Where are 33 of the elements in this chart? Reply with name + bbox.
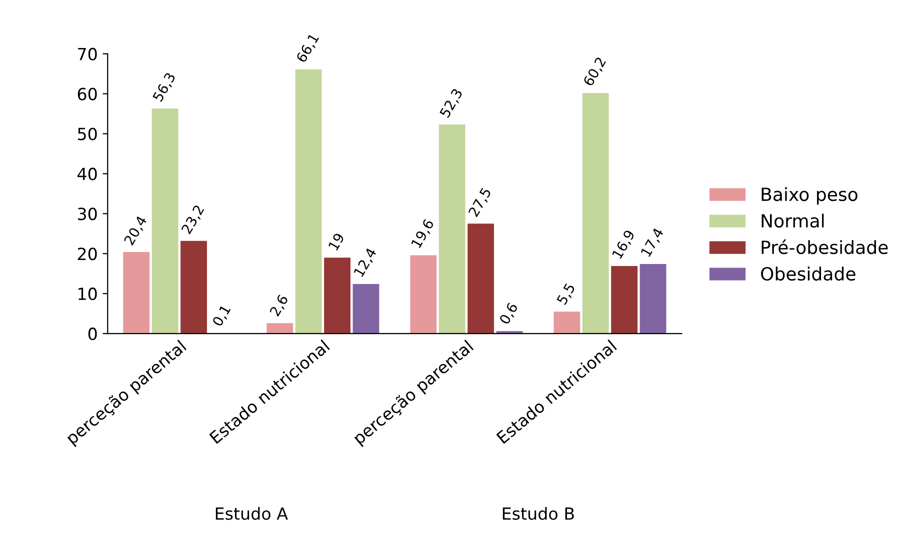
y-tick-label: 50 xyxy=(78,128,97,140)
bar xyxy=(554,312,580,334)
legend-label: Baixo peso xyxy=(762,187,858,205)
text: Estudo B xyxy=(502,507,574,520)
bar xyxy=(152,108,178,334)
bar xyxy=(611,266,638,334)
bar xyxy=(582,92,609,334)
bar xyxy=(324,258,350,334)
bar xyxy=(123,252,150,334)
y-tick-label: 40 xyxy=(78,168,97,180)
bar xyxy=(180,240,207,334)
data-label: 19 xyxy=(328,232,345,251)
bar xyxy=(410,255,437,334)
y-tick-label: 70 xyxy=(78,48,97,60)
bar xyxy=(352,284,380,334)
legend-label: Pré-obesidade xyxy=(762,239,888,254)
data-label: 2,6 xyxy=(269,294,290,318)
y-tick-label: 60 xyxy=(78,88,97,100)
data-label: 5,5 xyxy=(556,282,577,306)
bar xyxy=(468,224,494,334)
bar xyxy=(266,323,294,334)
text: Estudo A xyxy=(216,507,288,520)
legend-label: Obesidade xyxy=(761,266,856,281)
bar xyxy=(640,264,666,334)
y-tick-label: 20 xyxy=(78,248,97,260)
bar xyxy=(438,124,466,334)
legend-label: Normal xyxy=(762,214,824,228)
y-tick-label: 0 xyxy=(88,328,97,340)
y-tick-label: 30 xyxy=(78,208,97,220)
data-label: 0,6 xyxy=(498,302,520,326)
data-label: 0,1 xyxy=(212,304,232,328)
bar xyxy=(295,69,322,334)
y-tick-label: 10 xyxy=(78,288,97,300)
